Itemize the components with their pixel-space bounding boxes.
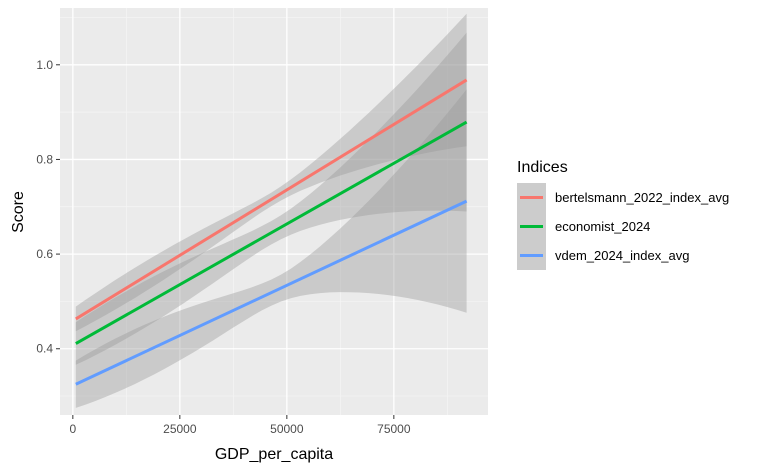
y-tick-label: 0.4 [36,342,53,356]
x-tick-label: 25000 [163,422,197,436]
confidence-ribbons [75,13,467,408]
y-axis-title: Score [10,191,27,233]
major-gridlines [60,8,488,415]
series-line-bertelsmann_2022_index_avg [75,78,468,321]
series-lines [75,78,468,386]
series-line-vdem_2024_index_avg [75,199,468,386]
minor-gridlines [60,8,488,415]
x-axis-title: GDP_per_capita [215,446,333,463]
y-tick-label: 1.0 [36,58,53,72]
legend-label-bertelsmann_2022_index_avg: bertelsmann_2022_index_avg [555,190,729,205]
x-tick-label: 75000 [377,422,411,436]
x-axis: 0 25000 50000 75000 [69,415,411,436]
y-axis: 0.4 0.6 0.8 1.0 [36,58,60,356]
ci-ribbon-vdem_2024_index_avg [75,89,467,408]
y-tick-label: 0.8 [36,152,53,166]
x-tick-label: 0 [69,422,76,436]
legend-label-economist_2024: economist_2024 [555,219,650,234]
legend-title: Indices [517,159,568,176]
ci-ribbon-economist_2024 [75,32,467,365]
legend-label-vdem_2024_index_avg: vdem_2024_index_avg [555,248,689,263]
y-tick-label: 0.6 [36,247,53,261]
panel-background [60,8,488,415]
ci-ribbon-bertelsmann_2022_index_avg [75,13,467,332]
series-line-economist_2024 [75,120,468,345]
legend: Indices bertelsmann_2022_index_avgeconom… [517,159,729,270]
x-tick-label: 50000 [270,422,304,436]
